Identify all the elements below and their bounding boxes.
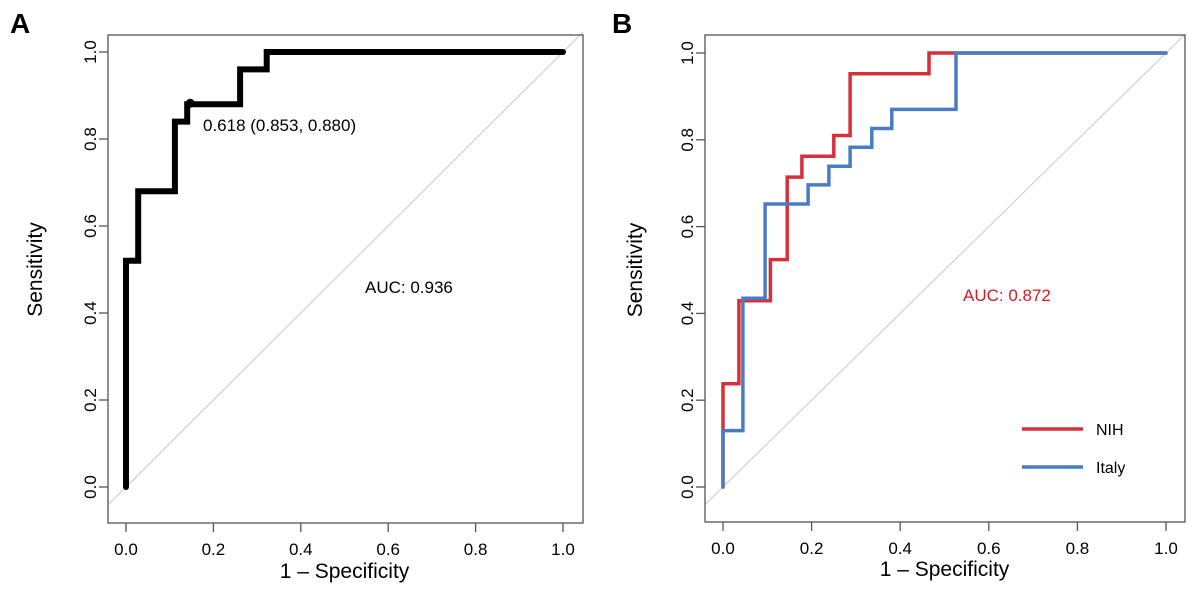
auc-label: AUC: 0.872 bbox=[963, 286, 1051, 305]
y-tick-label: 0.4 bbox=[81, 301, 100, 325]
panel-a: A 0.0 0.2 0.4 0.6 0.8 1.0 0.0 0.2 0.4 0.6 0.8 1.0 1 … bbox=[10, 8, 584, 583]
roc-curve-italy bbox=[721, 51, 1168, 489]
auc-label: AUC: 0.936 bbox=[365, 278, 453, 297]
x-tick-label: 0.2 bbox=[800, 539, 824, 558]
x-tick-label: 0.8 bbox=[1066, 539, 1090, 558]
y-tick-label: 1.0 bbox=[678, 41, 697, 65]
x-axis-title: 1 – Specificity bbox=[880, 558, 1010, 581]
legend-label-italy: Italy bbox=[1096, 460, 1125, 477]
x-tick-label: 1.0 bbox=[1154, 539, 1178, 558]
y-tick-label: 0.2 bbox=[81, 388, 100, 412]
y-tick-label: 0.6 bbox=[678, 215, 697, 239]
y-axis-title: Sensitivity bbox=[24, 222, 47, 317]
x-tick-label: 0.6 bbox=[977, 539, 1001, 558]
plot-frame bbox=[107, 34, 584, 524]
roc-curve-nih bbox=[721, 51, 1168, 489]
y-tick-label: 0.0 bbox=[81, 475, 100, 499]
x-tick-label: 0.2 bbox=[202, 540, 226, 559]
panel-label-a: A bbox=[10, 8, 30, 39]
threshold-point bbox=[185, 98, 195, 108]
y-tick-label: 0.2 bbox=[678, 388, 697, 412]
y-axis-title: Sensitivity bbox=[624, 222, 647, 317]
panel-b: B 0.0 0.2 0.4 0.6 0.8 1.0 0.0 0.2 0.4 0.6 0.8 1.0 1 … bbox=[612, 8, 1186, 581]
plot-frame bbox=[704, 34, 1186, 523]
x-tick-label: 1.0 bbox=[551, 540, 575, 559]
x-axis-title: 1 – Specificity bbox=[280, 560, 410, 583]
x-tick-label: 0.8 bbox=[464, 540, 488, 559]
y-tick-label: 1.0 bbox=[81, 40, 100, 64]
y-tick-label: 0.0 bbox=[678, 475, 697, 499]
legend-label-nih: NIH bbox=[1096, 422, 1124, 439]
x-tick-label: 0.0 bbox=[114, 540, 138, 559]
y-tick-label: 0.8 bbox=[81, 127, 100, 151]
y-tick-label: 0.8 bbox=[678, 128, 697, 152]
reference-diagonal bbox=[704, 34, 1186, 505]
roc-curve-roc bbox=[123, 49, 566, 490]
panel-label-b: B bbox=[612, 8, 632, 39]
x-tick-label: 0.4 bbox=[289, 540, 313, 559]
x-tick-label: 0.0 bbox=[711, 539, 735, 558]
x-tick-label: 0.4 bbox=[888, 539, 912, 558]
y-tick-label: 0.4 bbox=[678, 302, 697, 326]
y-tick-label: 0.6 bbox=[81, 214, 100, 238]
threshold-label: 0.618 (0.853, 0.880) bbox=[203, 116, 356, 135]
reference-diagonal bbox=[107, 31, 584, 506]
x-tick-label: 0.6 bbox=[376, 540, 400, 559]
